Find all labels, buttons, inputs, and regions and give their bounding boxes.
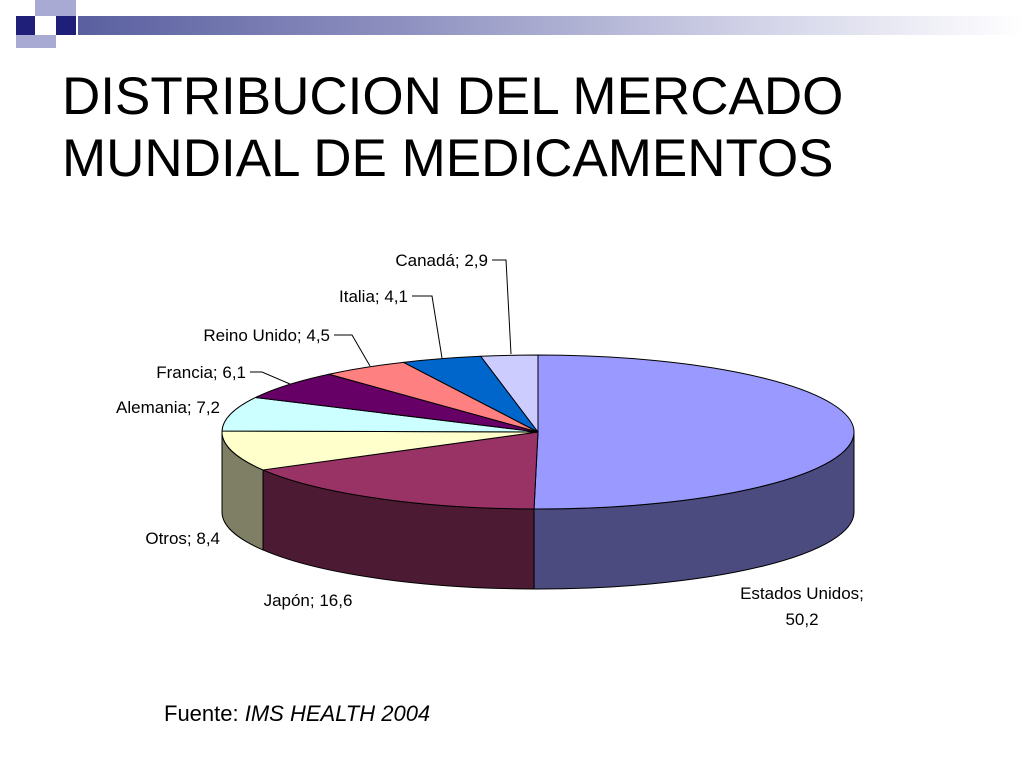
header-decoration — [0, 0, 1024, 60]
pie-tops — [221, 354, 855, 510]
deco-square-4 — [35, 35, 56, 48]
pie-sides — [221, 431, 855, 590]
pie-slice-estados-unidos — [533, 354, 855, 510]
leader-line-italia — [412, 295, 443, 359]
source-note: Fuente: IMS HEALTH 2004 — [164, 701, 430, 727]
pie-slice-francia — [255, 373, 539, 433]
source-prefix: Fuente: — [164, 701, 245, 726]
deco-square-3 — [56, 16, 76, 35]
label-japon: Japón; 16,6 — [264, 591, 353, 610]
deco-square-6 — [56, 0, 76, 16]
deco-square-1 — [16, 16, 35, 35]
slice-labels: Estados Unidos; 50,2 Japón; 16,6 Otros; 8,4… — [116, 251, 864, 629]
deco-square-5 — [16, 35, 35, 48]
deco-square-2 — [35, 0, 56, 16]
pie-slice-alemania — [221, 396, 539, 433]
header-gradient-bar — [78, 16, 1024, 35]
label-francia: Francia; 6,1 — [156, 363, 246, 382]
leader-line-reino-unido — [334, 334, 371, 367]
label-reino-unido: Reino Unido; 4,5 — [203, 326, 330, 345]
title-line-2: MUNDIAL DE MEDICAMENTOS — [62, 129, 834, 188]
leader-line-francia — [250, 371, 291, 385]
page-title: DISTRIBUCION DEL MERCADO MUNDIAL DE MEDI… — [62, 66, 843, 190]
label-alemania: Alemania; 7,2 — [116, 398, 220, 417]
pie-slice-otros — [221, 430, 539, 471]
pie-slice-canada — [480, 354, 539, 433]
title-line-1: DISTRIBUCION DEL MERCADO — [62, 67, 844, 126]
label-estados-unidos: Estados Unidos; 50,2 — [740, 584, 864, 629]
source-name: IMS HEALTH 2004 — [244, 701, 431, 726]
pie-slice-japon — [262, 431, 539, 510]
label-otros: Otros; 8,4 — [145, 529, 220, 548]
label-italia: Italia; 4,1 — [339, 287, 408, 306]
leader-line-canada — [492, 259, 512, 355]
leader-lines — [250, 259, 512, 385]
label-canada: Canadá; 2,9 — [395, 251, 488, 270]
